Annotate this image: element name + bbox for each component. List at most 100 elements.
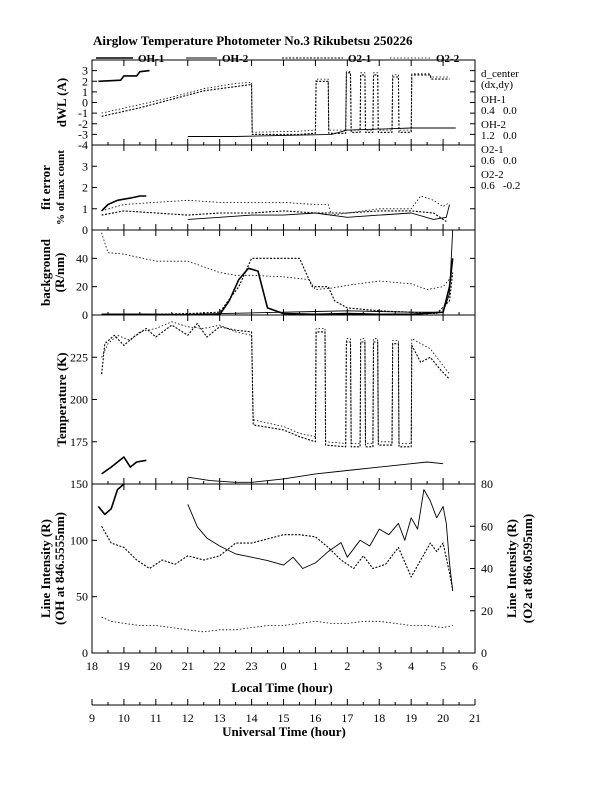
- x-tick-label-universal: 21: [469, 711, 481, 725]
- y2-tick-label-int: 20: [481, 604, 493, 618]
- legend-label-o21: O2-1: [348, 53, 371, 65]
- side-info-o22-name: O2-2: [481, 169, 504, 181]
- y2-tick-label-int: 80: [481, 477, 493, 491]
- y-axis-label-temp: Temperature (K): [54, 352, 69, 446]
- y-tick-label-dwl: -4: [78, 138, 88, 152]
- y2-tick-label-int: 0: [481, 646, 487, 660]
- y-tick-label-temp: 175: [70, 435, 88, 449]
- y2-axis-label-int-1: Line Intensity (R): [504, 519, 519, 618]
- side-info-oh1-name: OH-1: [481, 94, 506, 106]
- side-info-o22-values: 0.6 -0.2: [481, 180, 520, 192]
- series-line-bg-o21: [101, 257, 454, 316]
- legend-label-oh1: OH-1: [138, 53, 164, 65]
- series-line-dwl-o21: [101, 72, 450, 135]
- series-line-fit-o21: [101, 210, 447, 222]
- x-tick-label-local: 22: [214, 659, 226, 673]
- series-line-dwl-oh1: [98, 69, 150, 83]
- series-line-fit-oh1: [101, 195, 147, 212]
- y-tick-label-fit: 3: [82, 159, 88, 173]
- y-tick-label-int: 50: [76, 590, 88, 604]
- series-line-int-oh1: [97, 483, 125, 516]
- x-axis-label-local: Local Time (hour): [231, 680, 332, 695]
- y-tick-label-fit: 0: [82, 223, 88, 237]
- panel-frame-fit: [91, 144, 476, 231]
- y2-axis-label-int-2: (O2 at 866.0595nm): [520, 514, 535, 623]
- legend-label-o22: O2-2: [436, 53, 460, 65]
- y-tick-label-bg: 20: [76, 280, 88, 294]
- x-tick-label-local: 0: [281, 659, 287, 673]
- x-tick-label-universal: 14: [246, 711, 258, 725]
- figure-title: Airglow Temperature Photometer No.3 Riku…: [93, 33, 413, 48]
- x-tick-label-universal: 10: [118, 711, 130, 725]
- side-info-o21-values: 0.6 0.0: [481, 155, 517, 167]
- legend-label-oh2: OH-2: [222, 53, 249, 65]
- x-tick-label-universal: 20: [437, 711, 449, 725]
- y-tick-label-dwl: -1: [78, 106, 88, 120]
- y-tick-label-dwl: 3: [82, 64, 88, 78]
- x-tick-label-local: 6: [472, 659, 478, 673]
- y2-tick-label-int: 40: [481, 562, 493, 576]
- y-tick-label-dwl: 0: [82, 96, 88, 110]
- x-tick-label-universal: 11: [150, 711, 162, 725]
- x-tick-label-universal: 19: [405, 711, 417, 725]
- y-tick-label-temp: 150: [70, 477, 88, 491]
- panel-frame-bg: [91, 229, 476, 316]
- y-tick-label-fit: 1: [82, 202, 88, 216]
- x-tick-label-local: 5: [440, 659, 446, 673]
- series-line-dwl-oh2: [187, 127, 456, 137]
- x-tick-label-local: 18: [86, 659, 98, 673]
- side-info-oh1-values: 0.4 0.0: [481, 105, 517, 117]
- series-line-fit-oh2: [187, 204, 450, 220]
- x-tick-label-local: 2: [344, 659, 350, 673]
- x-tick-label-local: 1: [312, 659, 318, 673]
- side-info-oh2-values: 1.2 0.0: [481, 130, 517, 142]
- side-info-oh2-name: OH-2: [481, 119, 506, 131]
- x-tick-label-local: 19: [118, 659, 130, 673]
- y-axis-label-bg-2: (R/nm): [52, 253, 67, 293]
- y-axis-label-bg-1: background: [38, 238, 53, 306]
- y-tick-label-int: 100: [70, 533, 88, 547]
- x-tick-label-universal: 15: [278, 711, 290, 725]
- series-line-temp-oh1: [101, 456, 147, 475]
- y-axis-label-int-2: (OH at 846.5555nm): [52, 512, 67, 625]
- x-tick-label-universal: 13: [214, 711, 226, 725]
- x-axis-label-universal: Universal Time (hour): [222, 724, 346, 739]
- series-line-temp-o22: [101, 321, 450, 444]
- y-tick-label-fit: 2: [82, 181, 88, 195]
- y-tick-label-dwl: -2: [78, 117, 88, 131]
- panel-frame-temp: [91, 314, 476, 485]
- y2-tick-label-int: 60: [481, 519, 493, 533]
- side-info-o21-name: O2-1: [481, 144, 504, 156]
- series-line-int-o22: [101, 616, 453, 633]
- y-tick-label-bg: 0: [82, 308, 88, 322]
- series-line-bg-oh1: [101, 258, 454, 316]
- series-line-temp-oh2: [187, 461, 444, 483]
- y-tick-label-dwl: 2: [82, 74, 88, 88]
- side-info-header-1: d_center: [481, 68, 519, 80]
- x-tick-label-local: 3: [376, 659, 382, 673]
- x-tick-label-universal: 17: [341, 711, 353, 725]
- y-tick-label-dwl: 1: [82, 85, 88, 99]
- y-axis-label-int-1: Line Intensity (R): [38, 519, 53, 618]
- y-axis-label-fit-1: fit error: [38, 165, 53, 210]
- side-info: d_center (dx,dy) OH-1 0.4 0.0 OH-2 1.2 0…: [481, 68, 520, 192]
- series-line-dwl-o22: [101, 71, 450, 133]
- x-tick-label-universal: 18: [373, 711, 385, 725]
- legend: OH-1 OH-2 O2-1 O2-2: [96, 53, 460, 65]
- y-axis-label-dwl: dWL (A): [54, 78, 69, 127]
- panel-frame-int: [91, 483, 476, 654]
- series-line-bg-oh2: [187, 229, 454, 315]
- series-line-int-o21: [101, 526, 454, 590]
- x-tick-label-universal: 16: [309, 711, 321, 725]
- x-tick-label-local: 20: [150, 659, 162, 673]
- side-info-header-2: (dx,dy): [481, 79, 513, 91]
- y-tick-label-bg: 40: [76, 251, 88, 265]
- x-tick-label-local: 4: [408, 659, 414, 673]
- x-tick-label-local: 23: [246, 659, 258, 673]
- x-tick-label-universal: 9: [89, 711, 95, 725]
- series-line-bg-o22: [101, 232, 454, 290]
- x-tick-label-universal: 12: [182, 711, 194, 725]
- y-tick-label-int: 0: [82, 646, 88, 660]
